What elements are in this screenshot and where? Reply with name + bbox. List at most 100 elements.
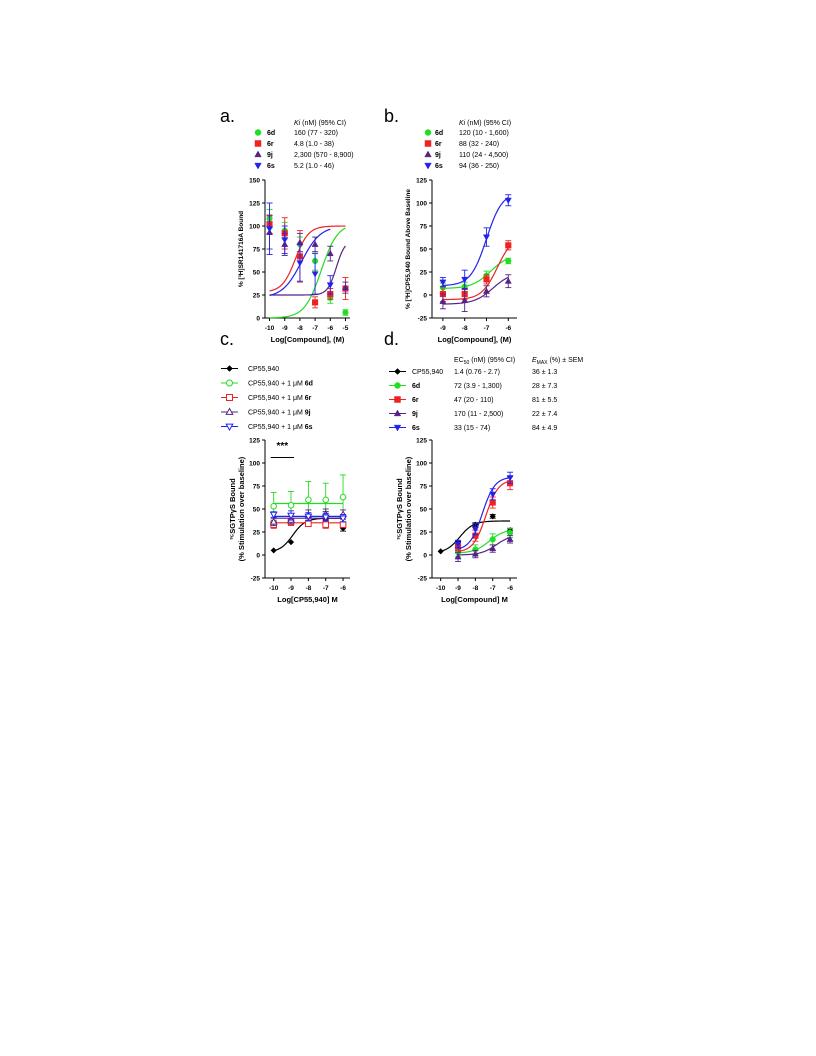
data-point	[483, 276, 490, 283]
series-2	[266, 215, 349, 296]
legend-marker	[226, 379, 233, 387]
legend-series-name: 6r	[412, 397, 419, 404]
fit-curve	[457, 477, 511, 550]
y-tick-label: 150	[249, 178, 260, 185]
data-point	[339, 493, 347, 501]
legend-marker	[394, 396, 401, 403]
legend-emax-value: 36 ± 1.3	[532, 369, 557, 376]
data-point	[326, 282, 334, 289]
data-point	[269, 511, 278, 519]
data-point	[296, 260, 304, 267]
y-tick-label: 50	[253, 507, 261, 514]
chart-panel-2: b. -25 0 25 50 75 100 125 -9 -8 -7 -6 Log[Compound],…	[384, 106, 517, 344]
legend-ki-value: 160 (77 - 320)	[294, 130, 338, 137]
legend-series-name: CP55,940 + 1 μM 6d	[248, 381, 313, 388]
y-tick-label: 125	[416, 178, 427, 185]
legend-marker	[226, 394, 233, 401]
legend-marker	[394, 382, 401, 389]
x-tick-label: -5	[343, 325, 349, 332]
data-point	[489, 491, 497, 499]
series-4	[269, 510, 347, 523]
data-point	[471, 550, 479, 557]
x-tick-label: -7	[323, 585, 329, 592]
data-point	[339, 521, 347, 528]
legend-series-name: 9j	[267, 152, 273, 159]
data-point	[304, 513, 313, 521]
legend-ki-value: 2,300 (570 - 8,900)	[294, 152, 354, 159]
legend-series-name: 6d	[267, 130, 275, 137]
legend-marker	[424, 162, 432, 170]
x-tick-label: -10	[265, 325, 275, 332]
x-tick-label: -6	[505, 325, 511, 332]
legend-ec50-value: 170 (11 - 2,500)	[454, 411, 503, 418]
y-axis-label: ³⁵SGTPγS Bound	[395, 478, 404, 540]
y-tick-label: 75	[253, 247, 261, 254]
legend-header-ec50: EC50 (nM) (95% CI)	[454, 357, 515, 366]
legend-marker	[424, 150, 432, 158]
y-tick-label: 0	[256, 553, 260, 560]
legend-series-name: 9j	[412, 411, 418, 418]
data-point	[322, 496, 330, 504]
y-axis-label-2: (% Stimulation over baseline)	[237, 456, 246, 561]
legend-series-name: CP55,940 + 1 μM 6s	[248, 424, 313, 431]
data-point	[461, 296, 469, 304]
legend-series-name: 6s	[267, 163, 275, 170]
data-point	[311, 240, 319, 247]
legend-header: Ki (nM) (95% CI)	[459, 120, 511, 127]
significance-annotation: ***	[277, 441, 289, 452]
y-tick-label: 100	[249, 224, 260, 231]
x-tick-label: -7	[490, 585, 496, 592]
x-tick-label: -7	[484, 325, 490, 332]
fit-curve	[458, 536, 511, 556]
data-point	[269, 517, 278, 525]
data-point	[311, 271, 319, 278]
legend-ec50-value: 1.4 (0.76 - 2.7)	[454, 369, 500, 376]
legend-marker	[254, 162, 262, 170]
x-tick-label: -9	[455, 585, 461, 592]
legend-series-name: CP55,940	[248, 366, 279, 373]
legend-header-emax: EMAX (%) ± SEM	[532, 357, 583, 366]
y-tick-label: 100	[416, 461, 427, 468]
x-axis-label: Log[Compound], (M)	[438, 335, 512, 344]
fit-curve	[442, 257, 509, 289]
legend-series-name: CP55,940	[412, 369, 443, 376]
y-tick-label: -25	[418, 316, 428, 323]
legend-marker	[226, 365, 233, 372]
data-point	[505, 242, 512, 249]
legend-series-name: CP55,940 + 1 μM 6r	[248, 395, 312, 402]
chart-panel-4: d. -25 0 25 50 75 100 125 -10 -9 -8 -7 -6 Log[Compoun…	[384, 329, 583, 604]
data-point	[489, 499, 496, 506]
data-point	[482, 287, 490, 294]
y-tick-label: 50	[420, 247, 428, 254]
y-tick-label: 100	[416, 201, 427, 208]
fit-curve	[269, 225, 346, 292]
data-point	[504, 197, 512, 204]
chart-panel-3: c. -25 0 25 50 75 100 125 -10 -9 -8 -7 -6Log[CP55,94…	[220, 329, 350, 604]
legend-ki-value: 4.8 (1.0 - 38)	[294, 141, 334, 148]
x-tick-label: -7	[312, 325, 318, 332]
data-point	[281, 237, 289, 244]
legend-ec50-value: 47 (20 - 110)	[454, 397, 494, 404]
fit-curve	[442, 197, 509, 287]
y-tick-label: 25	[253, 293, 261, 300]
legend-emax-value: 22 ± 7.4	[532, 411, 557, 418]
data-point	[489, 513, 496, 520]
y-tick-label: 0	[423, 293, 427, 300]
y-tick-label: 125	[416, 438, 427, 445]
legend-series-name: 6r	[267, 141, 274, 148]
data-point	[305, 496, 312, 504]
y-axis-label-2: (% Stimulation over baseline)	[404, 456, 413, 561]
data-point	[454, 553, 462, 560]
data-point	[437, 548, 444, 555]
data-point	[454, 541, 462, 548]
data-point	[507, 529, 514, 536]
x-tick-label: -8	[305, 585, 311, 592]
y-tick-label: 100	[249, 461, 260, 468]
legend-series-name: 6d	[435, 130, 443, 137]
panel-label: c.	[220, 329, 234, 349]
data-point	[506, 475, 514, 482]
legend-series-name: 6r	[435, 141, 442, 148]
legend-series-name: 6d	[412, 383, 420, 390]
panel-label: d.	[384, 329, 399, 349]
